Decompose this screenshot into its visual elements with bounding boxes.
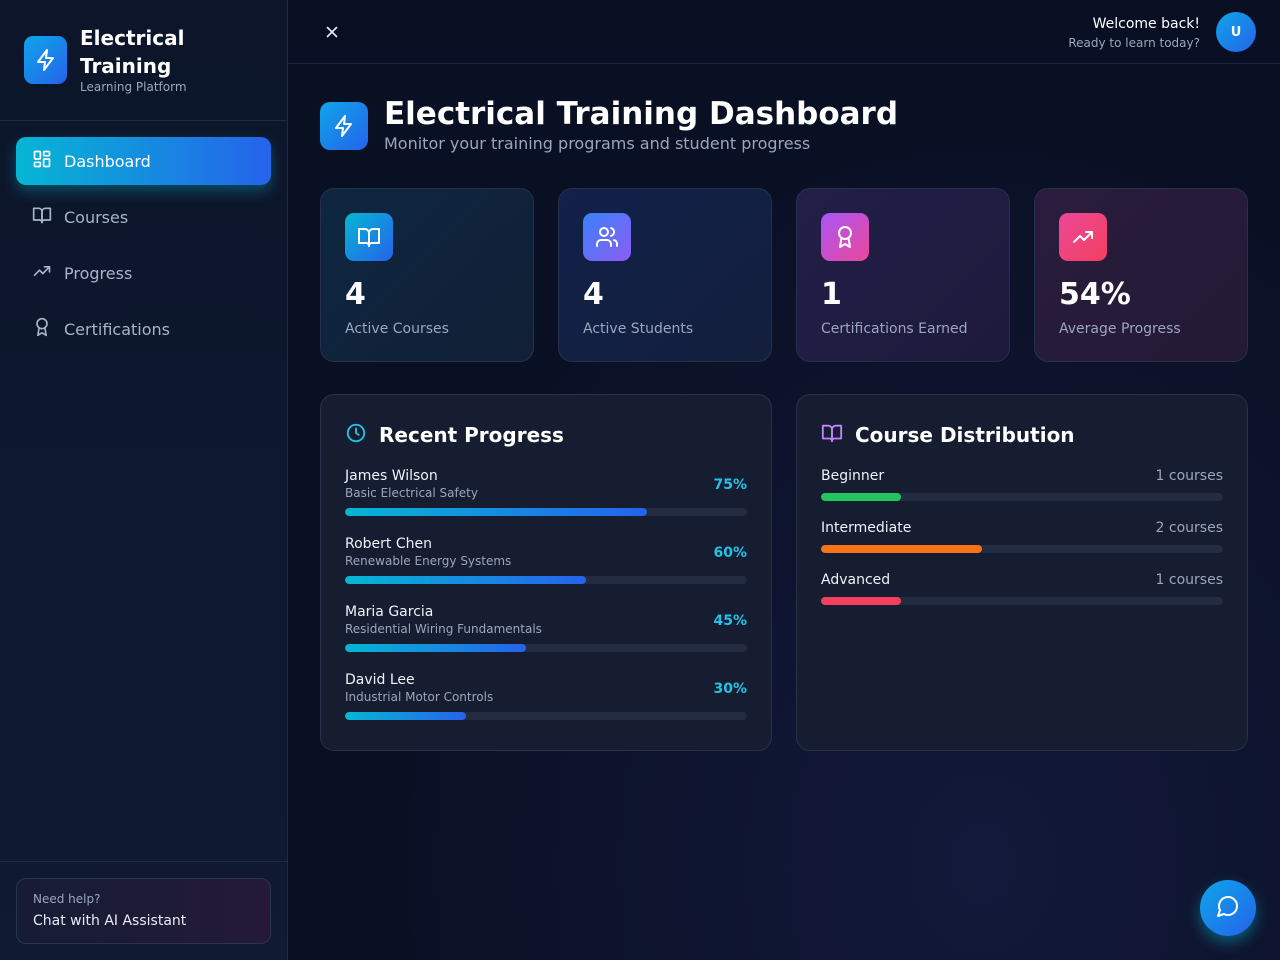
- distribution-bar-fill: [821, 545, 982, 553]
- progress-bar: [345, 576, 747, 584]
- top-bar: Welcome back! Ready to learn today? U: [288, 0, 1280, 64]
- list-item[interactable]: David Lee Industrial Motor Controls 30%: [345, 671, 747, 739]
- sidebar-item-certifications[interactable]: Certifications: [16, 305, 271, 353]
- award-icon: [32, 317, 52, 341]
- level-name: Advanced: [821, 572, 891, 588]
- progress-percent: 45%: [713, 613, 747, 629]
- distribution-bar: [821, 597, 1223, 605]
- sidebar-nav: Dashboard Courses Progress Certification…: [16, 137, 271, 361]
- student-name: David Lee: [345, 672, 415, 688]
- distribution-bar-fill: [821, 493, 902, 501]
- progress-bar: [345, 644, 747, 652]
- stat-card-certifications: 1 Certifications Earned: [796, 188, 1010, 362]
- course-name: Residential Wiring Fundamentals: [345, 622, 542, 636]
- progress-bar-fill: [345, 576, 587, 584]
- progress-list: James Wilson Basic Electrical Safety 75%…: [345, 467, 747, 739]
- list-item: Advanced 1 courses: [821, 571, 1223, 623]
- level-name: Intermediate: [821, 520, 912, 536]
- student-name: James Wilson: [345, 468, 438, 484]
- dashboard-icon: [32, 149, 52, 173]
- stat-label: Certifications Earned: [821, 321, 968, 337]
- distribution-bar: [821, 545, 1223, 553]
- distribution-bar-fill: [821, 597, 902, 605]
- book-icon: [821, 422, 843, 448]
- progress-bar: [345, 508, 747, 516]
- avatar[interactable]: U: [1216, 12, 1256, 52]
- welcome-text: Welcome back!: [1092, 16, 1200, 32]
- course-name: Renewable Energy Systems: [345, 554, 512, 568]
- progress-bar-fill: [345, 508, 647, 516]
- users-icon: [583, 213, 631, 261]
- brand-title: Electrical Training: [80, 26, 185, 78]
- book-icon: [345, 213, 393, 261]
- stat-card-average-progress: 54% Average Progress: [1034, 188, 1248, 362]
- sidebar-item-dashboard[interactable]: Dashboard: [16, 137, 271, 185]
- progress-percent: 75%: [713, 477, 747, 493]
- stat-value: 54%: [1059, 277, 1131, 312]
- progress-bar: [345, 712, 747, 720]
- course-count: 1 courses: [1155, 572, 1223, 588]
- award-icon: [821, 213, 869, 261]
- stat-label: Active Courses: [345, 321, 449, 337]
- progress-percent: 60%: [713, 545, 747, 561]
- stat-value: 1: [821, 277, 842, 312]
- page-subtitle: Monitor your training programs and stude…: [384, 134, 811, 153]
- clock-icon: [345, 422, 367, 448]
- panel-title: Course Distribution: [855, 423, 1075, 447]
- page-title: Electrical Training Dashboard: [384, 96, 899, 132]
- stat-card-active-courses: 4 Active Courses: [320, 188, 534, 362]
- sidebar-item-progress[interactable]: Progress: [16, 249, 271, 297]
- chat-bubble-icon: [1216, 894, 1240, 922]
- stat-card-active-students: 4 Active Students: [558, 188, 772, 362]
- bolt-icon: [24, 36, 67, 84]
- sidebar-item-label: Progress: [64, 263, 133, 283]
- panel-header: Recent Progress: [345, 420, 747, 450]
- course-distribution-panel: Course Distribution Beginner 1 courses I…: [796, 394, 1248, 751]
- help-action: Chat with AI Assistant: [33, 913, 187, 929]
- list-item[interactable]: James Wilson Basic Electrical Safety 75%: [345, 467, 747, 535]
- trending-up-icon: [1059, 213, 1107, 261]
- brand-subtitle: Learning Platform: [80, 80, 187, 94]
- ai-assistant-button[interactable]: Need help? Chat with AI Assistant: [16, 878, 271, 944]
- help-label: Need help?: [33, 892, 101, 906]
- list-item: Intermediate 2 courses: [821, 519, 1223, 571]
- list-item: Beginner 1 courses: [821, 467, 1223, 519]
- sidebar-item-courses[interactable]: Courses: [16, 193, 271, 241]
- progress-bar-fill: [345, 712, 466, 720]
- progress-bar-fill: [345, 644, 526, 652]
- sidebar-item-label: Courses: [64, 207, 129, 227]
- chat-button[interactable]: [1200, 880, 1256, 936]
- main-content: Welcome back! Ready to learn today? U El…: [288, 0, 1280, 960]
- progress-percent: 30%: [713, 681, 747, 697]
- distribution-list: Beginner 1 courses Intermediate 2 course…: [821, 467, 1223, 623]
- sidebar-divider: [0, 861, 287, 862]
- sidebar-item-label: Dashboard: [64, 151, 151, 171]
- welcome-tagline: Ready to learn today?: [1068, 36, 1200, 50]
- student-name: Robert Chen: [345, 536, 432, 552]
- recent-progress-panel: Recent Progress James Wilson Basic Elect…: [320, 394, 772, 751]
- list-item[interactable]: Robert Chen Renewable Energy Systems 60%: [345, 535, 747, 603]
- close-icon[interactable]: [320, 20, 344, 44]
- trending-up-icon: [32, 261, 52, 285]
- welcome-block: Welcome back! Ready to learn today?: [1068, 15, 1200, 52]
- sidebar-item-label: Certifications: [64, 319, 170, 339]
- bolt-icon: [320, 102, 368, 150]
- course-count: 2 courses: [1155, 520, 1223, 536]
- course-name: Basic Electrical Safety: [345, 486, 478, 500]
- student-name: Maria Garcia: [345, 604, 434, 620]
- course-count: 1 courses: [1155, 468, 1223, 484]
- course-name: Industrial Motor Controls: [345, 690, 494, 704]
- sidebar: Electrical Training Learning Platform Da…: [0, 0, 288, 960]
- level-name: Beginner: [821, 468, 885, 484]
- stat-label: Active Students: [583, 321, 694, 337]
- panel-title: Recent Progress: [379, 423, 564, 447]
- distribution-bar: [821, 493, 1223, 501]
- stat-value: 4: [345, 277, 366, 312]
- stat-value: 4: [583, 277, 604, 312]
- panel-header: Course Distribution: [821, 420, 1223, 450]
- stat-label: Average Progress: [1059, 321, 1181, 337]
- brand: Electrical Training Learning Platform: [0, 0, 287, 121]
- book-icon: [32, 205, 52, 229]
- list-item[interactable]: Maria Garcia Residential Wiring Fundamen…: [345, 603, 747, 671]
